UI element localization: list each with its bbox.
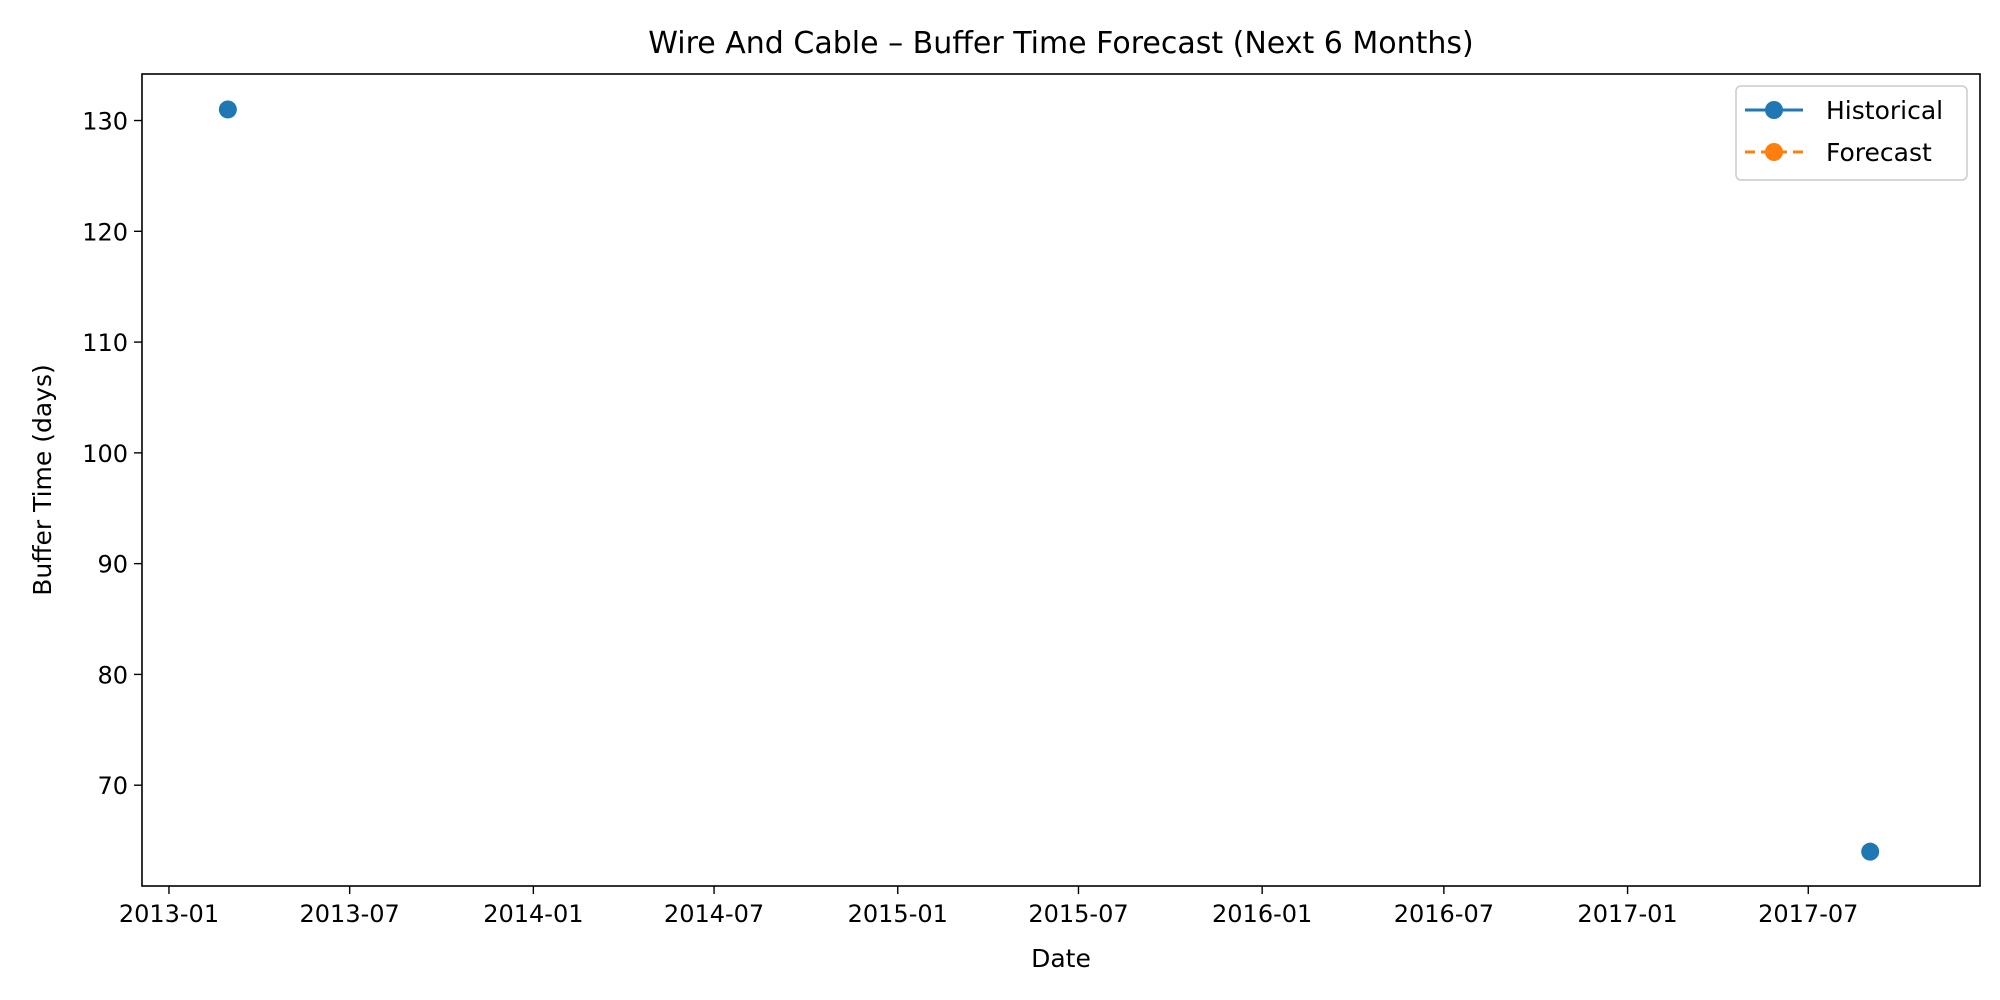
legend: Historical Forecast	[1735, 85, 1968, 181]
y-tick-label: 100	[82, 440, 128, 468]
legend-label-forecast: Forecast	[1826, 138, 1932, 167]
x-tick-label: 2013-01	[119, 900, 219, 928]
y-tick-label: 130	[82, 108, 128, 136]
x-axis-ticks: 2013-01 2013-07 2014-01 2014-07 2015-01 2015-…	[119, 886, 1858, 928]
data-point-historical-1	[1861, 842, 1880, 861]
y-axis-label: Buffer Time (days)	[28, 364, 57, 595]
x-tick-label: 2014-07	[664, 900, 764, 928]
y-tick-label: 110	[82, 329, 128, 357]
x-tick-label: 2017-07	[1758, 900, 1858, 928]
x-tick-label: 2015-01	[848, 900, 948, 928]
x-tick-label: 2013-07	[300, 900, 400, 928]
y-tick-label: 70	[97, 772, 128, 800]
series-layer	[218, 100, 1880, 861]
x-tick-label: 2014-01	[483, 900, 583, 928]
legend-marker-forecast	[1765, 143, 1783, 161]
legend-marker-historical	[1765, 101, 1783, 119]
chart-title: Wire And Cable – Buffer Time Forecast (N…	[648, 26, 1474, 61]
plot-area	[141, 73, 1981, 887]
x-tick-label: 2017-01	[1577, 900, 1677, 928]
x-tick-label: 2015-07	[1028, 900, 1128, 928]
x-axis-label: Date	[1031, 944, 1091, 973]
legend-label-historical: Historical	[1826, 96, 1943, 125]
y-axis-ticks: 70 80 90 100 110 120 130	[82, 108, 142, 800]
data-point-historical-0	[218, 100, 237, 119]
y-tick-label: 80	[97, 661, 128, 689]
x-tick-label: 2016-07	[1394, 900, 1494, 928]
y-tick-label: 90	[97, 551, 128, 579]
y-tick-label: 120	[82, 218, 128, 246]
x-tick-label: 2016-01	[1212, 900, 1312, 928]
